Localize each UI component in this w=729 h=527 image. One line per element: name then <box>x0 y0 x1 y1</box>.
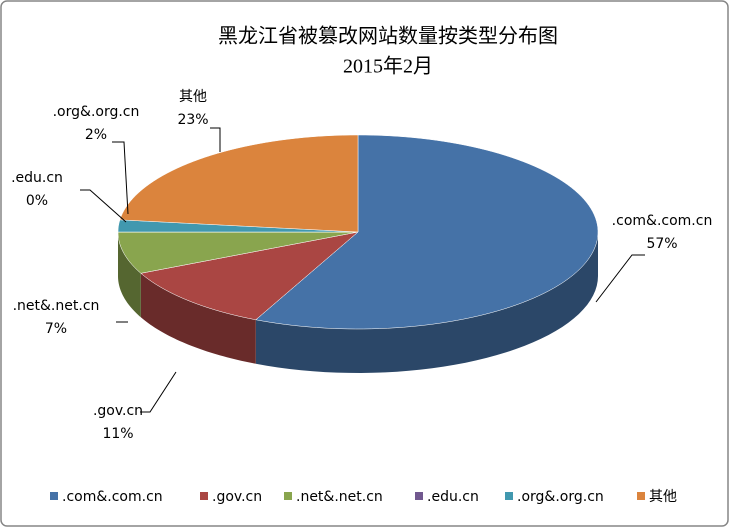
data-label-name: .edu.cn <box>11 170 63 186</box>
data-label-name: 其他 <box>179 89 207 105</box>
legend-swatch <box>415 492 423 500</box>
slice <box>117 231 359 274</box>
data-label: 23% <box>177 112 208 128</box>
data-label: 2% <box>85 127 107 143</box>
legend-label: .com&.com.cn <box>62 489 163 505</box>
chart-title: 黑龙江省被篡改网站数量按类型分布图 <box>218 25 558 48</box>
legend-label: .edu.cn <box>427 489 479 505</box>
chart-subtitle: 2015年2月 <box>343 55 433 78</box>
data-label: 57% <box>646 236 677 252</box>
slice-side <box>255 232 598 373</box>
legend-swatch <box>284 492 292 500</box>
slice <box>255 134 599 330</box>
slice-side <box>140 273 256 364</box>
slice <box>140 231 359 321</box>
data-label-name: .gov.cn <box>93 403 143 419</box>
leader-line <box>140 371 177 413</box>
legend-label: .gov.cn <box>212 489 262 505</box>
slice <box>119 134 359 233</box>
data-label-name: .net&.net.cn <box>13 298 100 314</box>
leader-line <box>80 189 127 223</box>
legend-label: .net&.net.cn <box>296 489 383 505</box>
leader-line <box>595 254 645 303</box>
data-label-name: .com&.com.cn <box>612 213 713 229</box>
legend-label: 其他 <box>649 489 677 505</box>
legend-swatch <box>505 492 513 500</box>
leader-line <box>112 141 129 215</box>
leader-line <box>210 127 221 152</box>
legend-swatch <box>50 492 58 500</box>
data-label: 11% <box>102 426 133 442</box>
legend-label: .org&.org.cn <box>517 489 604 505</box>
data-label: 0% <box>26 193 48 209</box>
legend-swatch <box>200 492 208 500</box>
data-label: 7% <box>45 321 67 337</box>
data-label-name: .org&.org.cn <box>53 104 140 120</box>
legend-swatch <box>637 492 645 500</box>
